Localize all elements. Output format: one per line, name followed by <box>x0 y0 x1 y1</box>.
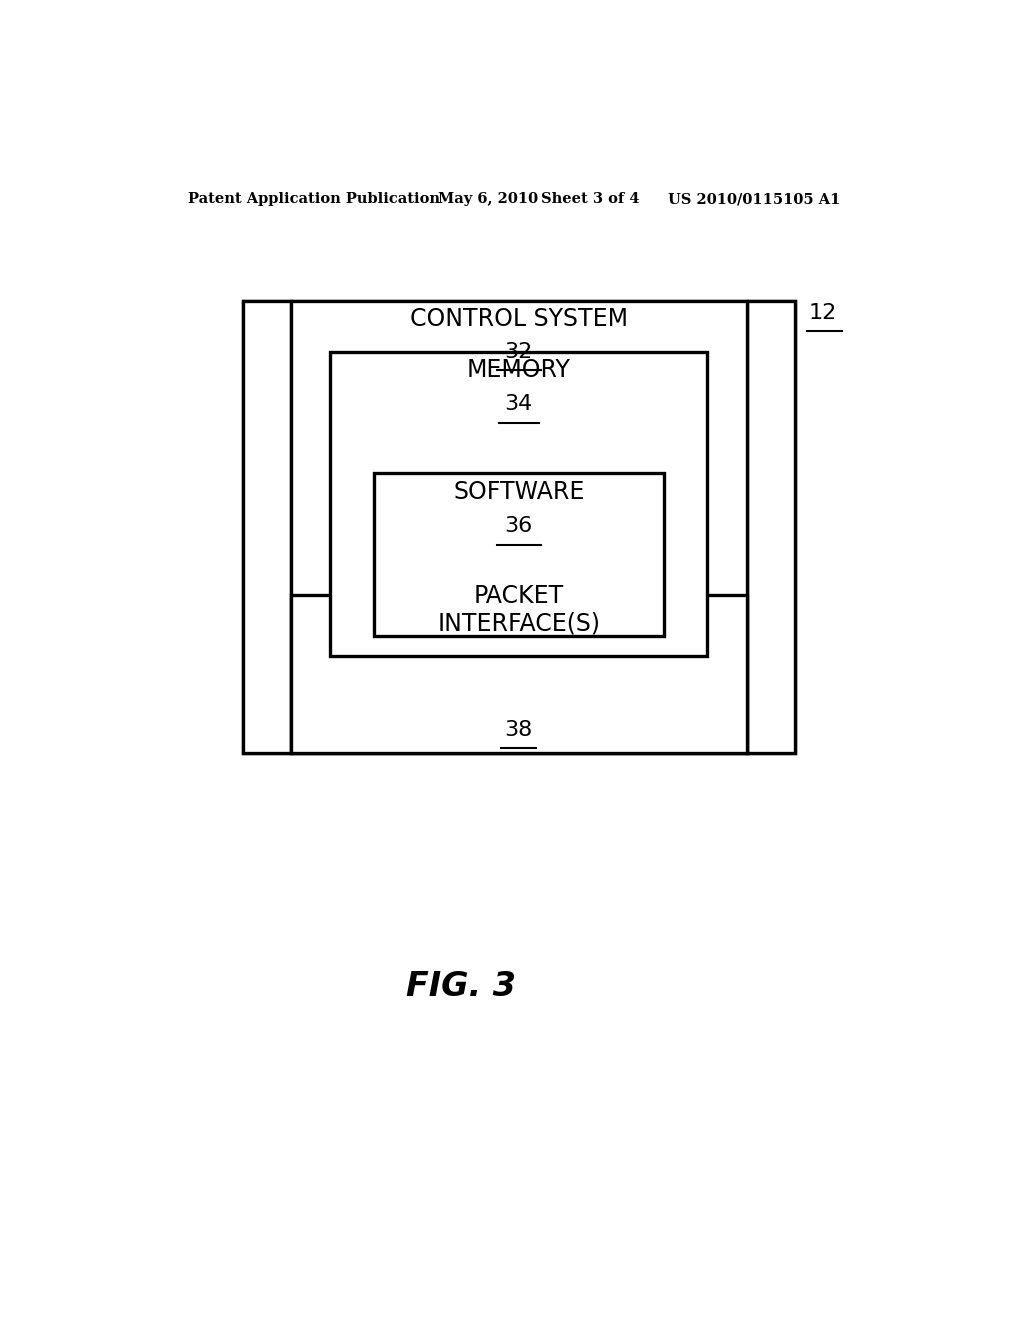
Text: 32: 32 <box>505 342 532 362</box>
Bar <box>291 595 748 752</box>
Text: 36: 36 <box>505 516 532 536</box>
Bar <box>291 301 748 752</box>
Text: US 2010/0115105 A1: US 2010/0115105 A1 <box>668 191 840 206</box>
Bar <box>748 301 795 752</box>
Bar <box>243 301 795 752</box>
Text: CONTROL SYSTEM: CONTROL SYSTEM <box>410 308 628 331</box>
Text: May 6, 2010: May 6, 2010 <box>437 191 538 206</box>
Text: MEMORY: MEMORY <box>467 358 570 381</box>
Bar <box>374 474 664 636</box>
Text: Patent Application Publication: Patent Application Publication <box>187 191 439 206</box>
Bar <box>243 301 291 752</box>
Text: 38: 38 <box>505 719 532 739</box>
Text: Sheet 3 of 4: Sheet 3 of 4 <box>541 191 639 206</box>
Bar <box>331 351 708 656</box>
Text: 34: 34 <box>505 395 532 414</box>
Text: PACKET
INTERFACE(S): PACKET INTERFACE(S) <box>437 583 600 636</box>
Text: SOFTWARE: SOFTWARE <box>454 479 585 504</box>
Text: 12: 12 <box>809 302 838 323</box>
Text: FIG. 3: FIG. 3 <box>407 970 516 1003</box>
